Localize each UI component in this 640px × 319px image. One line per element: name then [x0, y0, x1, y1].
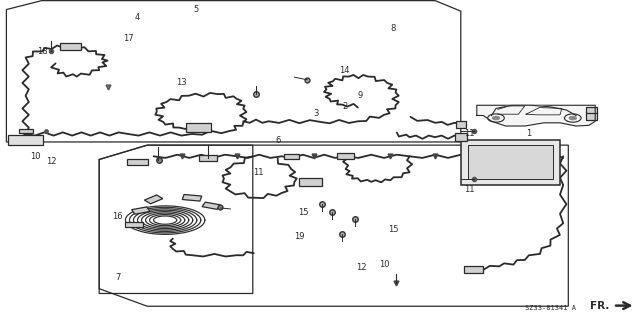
- FancyBboxPatch shape: [456, 121, 466, 128]
- Text: 5: 5: [193, 5, 198, 14]
- FancyBboxPatch shape: [8, 135, 44, 145]
- FancyBboxPatch shape: [468, 145, 553, 179]
- FancyBboxPatch shape: [586, 112, 597, 120]
- FancyBboxPatch shape: [299, 178, 322, 186]
- Text: 12: 12: [356, 263, 366, 272]
- Text: 16: 16: [112, 212, 123, 221]
- Polygon shape: [492, 105, 576, 115]
- FancyBboxPatch shape: [455, 133, 467, 141]
- Text: 1: 1: [526, 130, 531, 138]
- Text: SZ33-81341 A: SZ33-81341 A: [525, 305, 576, 311]
- FancyBboxPatch shape: [464, 266, 483, 273]
- FancyBboxPatch shape: [145, 195, 163, 204]
- Text: 10: 10: [379, 260, 389, 269]
- Text: 9: 9: [357, 91, 362, 100]
- Text: 17: 17: [123, 34, 134, 43]
- Text: 6: 6: [275, 136, 280, 145]
- Text: 11: 11: [464, 130, 474, 138]
- Circle shape: [492, 116, 500, 120]
- Text: 8: 8: [390, 24, 396, 33]
- FancyBboxPatch shape: [125, 222, 143, 227]
- FancyBboxPatch shape: [182, 195, 202, 201]
- Text: 15: 15: [388, 225, 399, 234]
- Text: 3: 3: [314, 109, 319, 118]
- Text: 19: 19: [294, 232, 305, 241]
- FancyBboxPatch shape: [461, 140, 560, 185]
- FancyBboxPatch shape: [586, 107, 597, 113]
- Text: 11: 11: [253, 168, 263, 177]
- Text: 7: 7: [115, 273, 120, 282]
- Text: 10: 10: [30, 152, 40, 161]
- Text: 2: 2: [342, 102, 348, 111]
- Text: FR.: FR.: [590, 300, 609, 311]
- FancyBboxPatch shape: [199, 155, 217, 161]
- Polygon shape: [477, 105, 595, 126]
- Text: 18: 18: [37, 47, 48, 56]
- FancyBboxPatch shape: [284, 154, 299, 159]
- Text: 15: 15: [298, 208, 308, 217]
- FancyBboxPatch shape: [337, 153, 354, 159]
- FancyBboxPatch shape: [60, 43, 81, 50]
- Circle shape: [569, 116, 577, 120]
- FancyBboxPatch shape: [19, 129, 33, 133]
- FancyBboxPatch shape: [186, 123, 211, 132]
- FancyBboxPatch shape: [132, 207, 150, 214]
- Text: 14: 14: [339, 66, 349, 75]
- Text: 11: 11: [464, 185, 474, 194]
- Text: 13: 13: [176, 78, 187, 87]
- Text: 4: 4: [134, 13, 140, 22]
- Text: 12: 12: [46, 157, 56, 166]
- FancyBboxPatch shape: [202, 202, 220, 209]
- FancyBboxPatch shape: [127, 159, 148, 165]
